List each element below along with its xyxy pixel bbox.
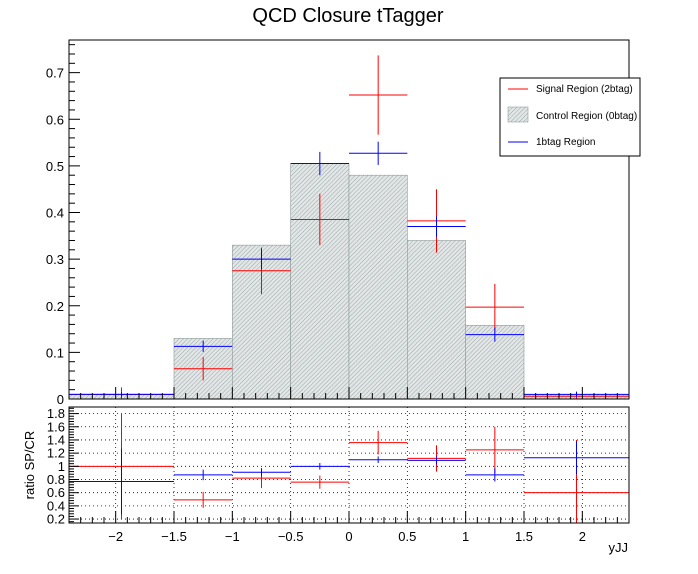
ratio-signal-point-4 (349, 430, 408, 455)
top-signal-point-6 (465, 283, 524, 331)
ratio-panel-series (69, 413, 629, 523)
ratio-grid (69, 407, 629, 523)
ratio-y-tick-label-6: 1.4 (47, 432, 65, 447)
x-tick-label-7: 1.5 (515, 529, 533, 544)
ratio-y-axis-label: ratio SP/CR (22, 431, 37, 500)
top-signal-point-1 (174, 357, 233, 381)
top-1btag-point-7 (524, 392, 629, 397)
ratio-panel: 0.20.40.60.811.21.41.61.8 −2 −1.5 −1 −0.5 0 0… (22, 406, 630, 544)
ratio-1btag-point-7 (524, 441, 629, 475)
ratio-y-tick-label-3: 0.8 (47, 472, 65, 487)
control-region-bar-4 (348, 174, 408, 400)
top-signal-point-4 (349, 55, 408, 135)
ratio-1btag-point-1 (174, 469, 233, 481)
x-tick-label-2: −1 (225, 529, 240, 544)
top-1btag-point-3 (290, 151, 349, 176)
chart-title: QCD Closure tTagger (252, 5, 444, 27)
x-tick-label-3: −0.5 (278, 529, 304, 544)
top-1btag-point-5 (407, 216, 466, 237)
top-1btag-point-4 (349, 141, 408, 165)
ratio-1btag-point-4 (349, 456, 408, 464)
ratio-signal-point-6 (465, 426, 524, 473)
ratio-1btag-point-6 (465, 468, 524, 482)
ratio-1btag-point-2 (232, 468, 291, 477)
x-tick-label-1: −1.5 (161, 529, 187, 544)
ratio-y-tick-label-7: 1.6 (47, 419, 65, 434)
ratio-1btag-point-3 (290, 463, 349, 470)
ratio-y-tick-label-4: 1 (58, 459, 65, 474)
top-y-tick-label-5: 0.5 (46, 159, 64, 174)
top-panel-series (69, 55, 629, 399)
legend-control-label: Control Region (0btag) (536, 111, 637, 122)
top-y-tick-label-1: 0.1 (46, 345, 64, 360)
control-region-histogram (68, 163, 630, 400)
legend-control-swatch (507, 106, 529, 123)
x-tick-label-4: 0 (345, 529, 352, 544)
top-y-tick-label-3: 0.3 (46, 252, 64, 267)
ratio-y-tick-label-0: 0.2 (47, 512, 65, 527)
ratio-x-axis: −2 −1.5 −1 −0.5 0 0.5 1 1.5 2 (68, 511, 630, 544)
ratio-y-tick-label-2: 0.6 (47, 485, 65, 500)
top-1btag-point-6 (465, 327, 524, 342)
ratio-y-tick-label-5: 1.2 (47, 446, 65, 461)
top-y-tick-label-0: 0 (57, 392, 64, 407)
x-tick-label-0: −2 (108, 529, 123, 544)
x-axis-label: yJJ (609, 540, 629, 555)
ratio-1btag-point-5 (407, 456, 466, 465)
top-panel: 0 0.1 0.2 0.3 0.4 0.5 0.6 0.7 (46, 39, 630, 407)
ratio-y-tick-label-8: 1.8 (47, 406, 65, 421)
top-1btag-point-2 (232, 248, 291, 270)
top-y-tick-label-4: 0.4 (46, 206, 64, 221)
ratio-signal-point-3 (290, 475, 349, 489)
top-1btag-point-1 (174, 340, 233, 352)
top-x-ticks (68, 387, 630, 399)
x-tick-label-8: 2 (579, 529, 586, 544)
ratio-y-axis: 0.20.40.60.811.21.41.61.8 (47, 406, 79, 527)
control-region-bar-5 (407, 240, 466, 400)
legend-1btag-label: 1btag Region (536, 137, 596, 148)
legend-signal-label: Signal Region (2btag) (536, 84, 633, 95)
ratio-y-tick-label-1: 0.4 (47, 498, 65, 513)
top-y-axis: 0 0.1 0.2 0.3 0.4 0.5 0.6 0.7 (46, 44, 80, 407)
top-y-tick-label-6: 0.6 (46, 112, 64, 127)
ratio-signal-point-1 (174, 492, 233, 508)
legend: Signal Region (2btag) Control Region (0b… (499, 77, 641, 157)
top-y-tick-label-7: 0.7 (46, 66, 64, 81)
top-y-tick-label-2: 0.2 (46, 299, 64, 314)
top-signal-point-3 (290, 193, 349, 246)
ratio-1btag-point-0 (69, 448, 174, 515)
x-tick-label-5: 0.5 (398, 529, 416, 544)
top-1btag-point-0 (69, 392, 174, 397)
x-tick-label-6: 1 (462, 529, 469, 544)
